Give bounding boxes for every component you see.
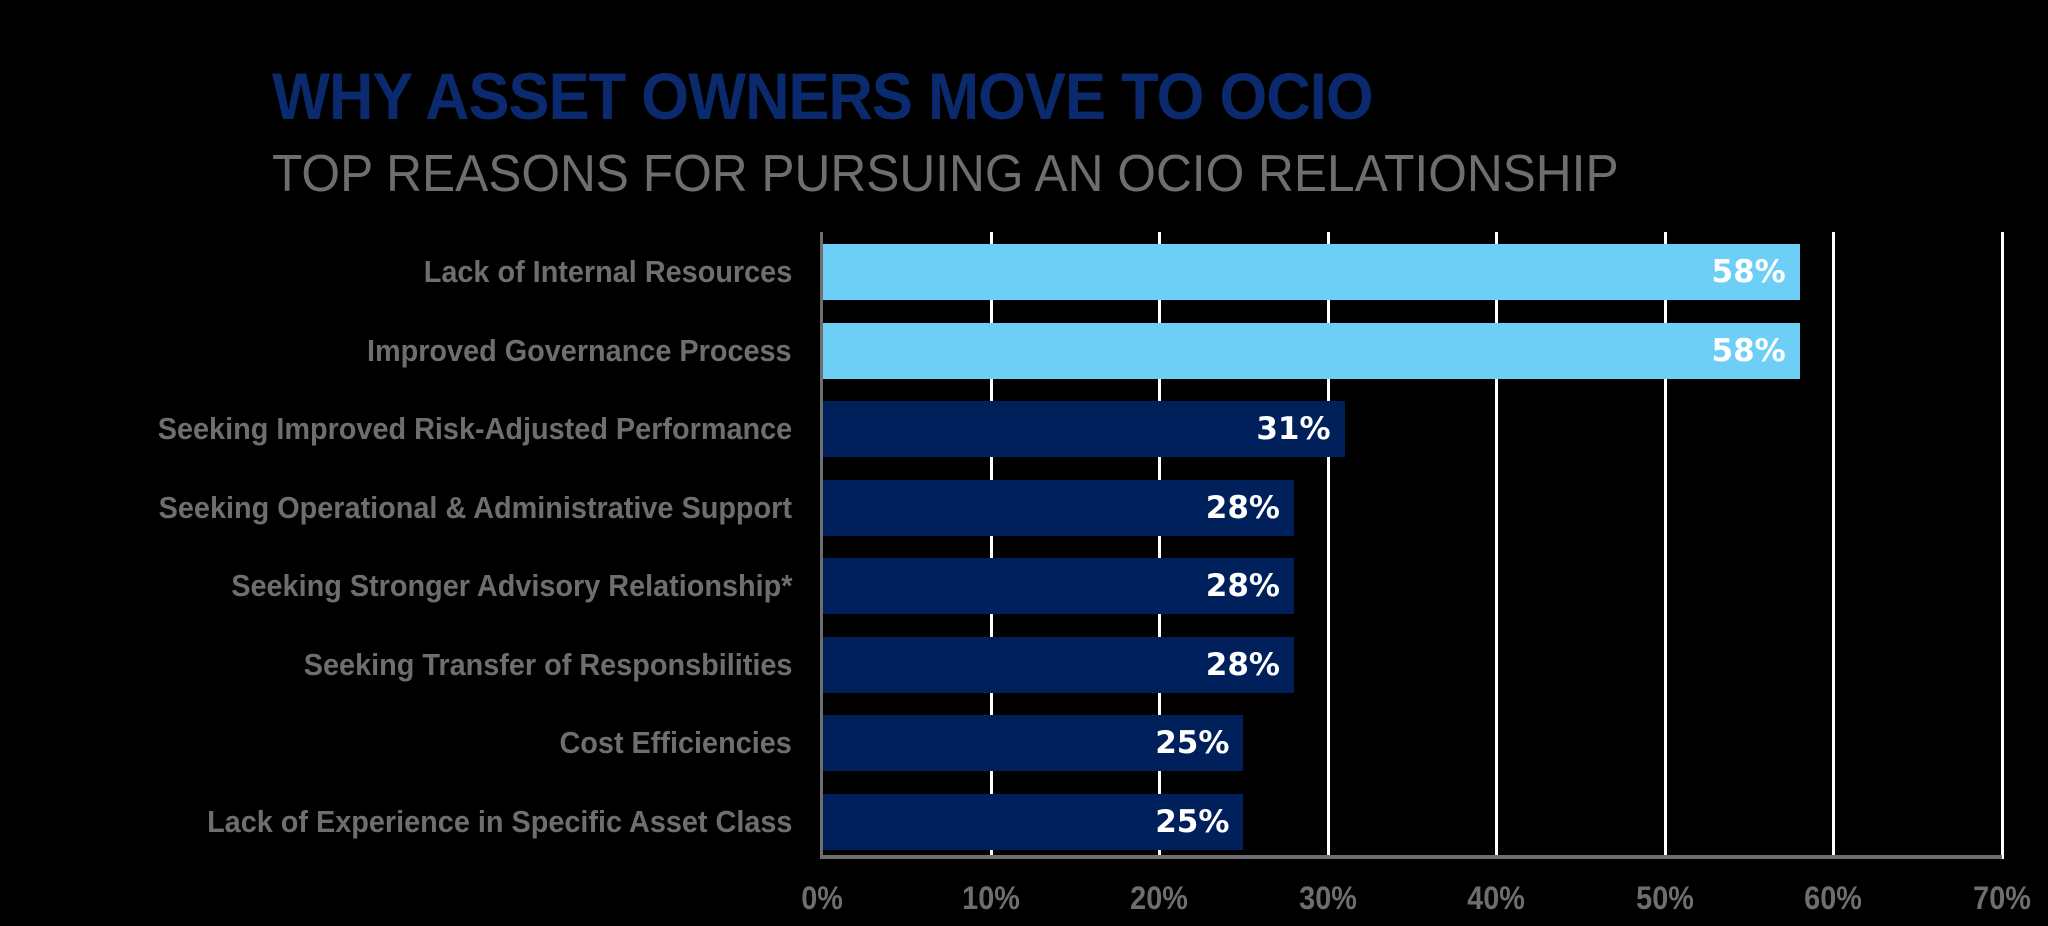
- gridline: [1832, 232, 1836, 859]
- category-label: Lack of Experience in Specific Asset Cla…: [206, 803, 792, 839]
- bar: 58%: [822, 322, 1800, 379]
- category-label: Seeking Improved Risk-Adjusted Performan…: [157, 411, 792, 446]
- category-label: Lack of Internal Resources: [423, 254, 792, 289]
- chart-title: WHY ASSET OWNERS MOVE TO OCIO: [272, 59, 1374, 133]
- y-axis-line: [820, 232, 823, 859]
- x-tick-label: 70%: [1973, 880, 2031, 916]
- category-label: Seeking Stronger Advisory Relationship*: [230, 568, 792, 603]
- bar: 28%: [822, 479, 1294, 536]
- x-tick-label: 50%: [1636, 880, 1694, 916]
- gridline: [1158, 232, 1162, 859]
- bar: 28%: [822, 636, 1294, 693]
- x-tick-label: 20%: [1130, 880, 1188, 916]
- x-axis-line: [820, 855, 2002, 859]
- gridline: [1663, 232, 1667, 859]
- bar-value-label: 28%: [1205, 489, 1280, 526]
- x-tick-label: 0%: [801, 880, 843, 916]
- chart-subtitle: TOP REASONS FOR PURSUING AN OCIO RELATIO…: [272, 145, 1619, 203]
- category-label: Improved Governance Process: [367, 332, 792, 368]
- gridline: [989, 232, 993, 859]
- bar-value-label: 31%: [1256, 411, 1331, 447]
- gridline: [2001, 232, 2004, 859]
- x-tick-label: 60%: [1804, 880, 1863, 916]
- bar-value-label: 58%: [1711, 332, 1786, 369]
- x-tick-label: 10%: [961, 880, 1020, 916]
- bar-value-label: 58%: [1711, 254, 1786, 290]
- category-label: Seeking Operational & Administrative Sup…: [158, 489, 792, 525]
- x-tick-label: 30%: [1298, 880, 1357, 916]
- bar: 25%: [822, 793, 1244, 850]
- bar-value-label: 28%: [1205, 568, 1280, 604]
- plot-area: 58% 58% 31% 28% 28% 28% 25% 25%: [820, 232, 2004, 859]
- category-label: Cost Efficiencies: [559, 725, 792, 760]
- bar: 28%: [822, 558, 1294, 614]
- gridline: [1326, 232, 1330, 859]
- gridline: [1495, 232, 1499, 859]
- bar: 25%: [822, 715, 1244, 771]
- x-tick-label: 40%: [1467, 880, 1526, 916]
- bar-value-label: 28%: [1205, 646, 1280, 683]
- bar-value-label: 25%: [1155, 725, 1230, 761]
- bar: 58%: [822, 244, 1800, 300]
- bar: 31%: [822, 401, 1345, 457]
- category-label: Seeking Transfer of Responsbilities: [303, 646, 792, 682]
- bar-value-label: 25%: [1155, 803, 1230, 840]
